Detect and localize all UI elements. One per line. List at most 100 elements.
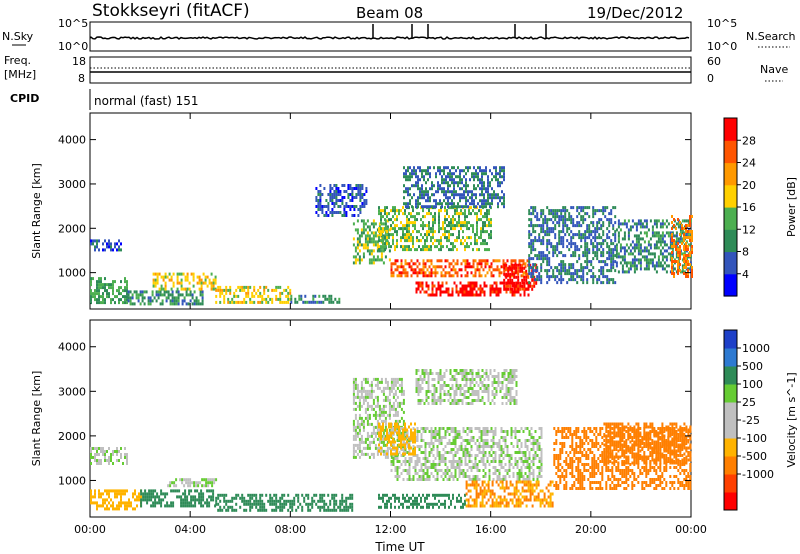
data-cell (96, 462, 98, 465)
data-cell (376, 449, 379, 453)
data-cell (578, 224, 581, 228)
data-cell (407, 166, 409, 170)
data-cell (437, 281, 440, 285)
data-cell (394, 449, 397, 453)
data-cell (351, 196, 354, 199)
data-cell (396, 380, 399, 384)
data-cell (679, 257, 681, 260)
data-cell (448, 221, 450, 225)
data-cell (625, 264, 628, 268)
data-cell (502, 451, 505, 454)
data-cell (243, 499, 246, 503)
data-cell (570, 245, 573, 249)
data-cell (474, 242, 476, 246)
data-cell (427, 166, 429, 170)
data-cell (438, 460, 441, 463)
data-cell (424, 427, 427, 430)
data-cell (625, 225, 628, 229)
data-cell (515, 281, 518, 285)
data-cell (96, 289, 98, 293)
data-cell (390, 268, 393, 272)
data-cell (217, 508, 220, 512)
data-cell (376, 425, 379, 429)
data-cell (376, 446, 379, 450)
data-cell (356, 243, 359, 247)
data-cell (661, 264, 664, 268)
data-cell (376, 437, 379, 441)
data-cell (396, 434, 399, 438)
data-cell (673, 260, 675, 263)
data-cell (631, 240, 634, 244)
data-cell (185, 293, 188, 297)
data-cell (321, 505, 324, 509)
data-cell (424, 460, 427, 463)
data-cell (315, 199, 318, 202)
data-cell (505, 281, 508, 285)
data-cell (358, 404, 361, 408)
data-cell (155, 299, 158, 303)
data-cell (615, 264, 618, 268)
data-cell (452, 457, 455, 460)
data-cell (677, 248, 679, 251)
data-cell (606, 236, 609, 240)
data-cell (501, 196, 503, 200)
data-cell (311, 505, 314, 509)
data-cell (649, 258, 652, 262)
data-cell (661, 255, 664, 259)
data-cell (500, 451, 503, 454)
data-cell (482, 457, 485, 460)
data-cell (321, 205, 324, 208)
data-cell (341, 202, 344, 205)
data-cell (441, 205, 443, 209)
data-cell (459, 196, 461, 200)
data-cell (631, 252, 634, 256)
data-cell (420, 268, 423, 272)
data-cell (315, 211, 318, 214)
data-cell (388, 428, 391, 432)
data-cell (685, 272, 687, 275)
data-cell (154, 504, 157, 508)
data-cell (356, 404, 359, 408)
data-cell (453, 193, 455, 197)
data-cell (444, 233, 446, 237)
data-cell (453, 178, 455, 182)
data-cell (546, 257, 549, 261)
data-cell (420, 469, 423, 472)
data-cell (580, 233, 583, 237)
data-cell (479, 205, 481, 209)
data-cell (422, 469, 425, 472)
data-cell (415, 175, 417, 179)
data-cell (263, 291, 266, 295)
data-cell (176, 287, 179, 291)
data-cell (471, 175, 473, 179)
data-cell (502, 478, 505, 481)
data-cell (550, 275, 553, 279)
data-cell (219, 294, 222, 298)
data-cell (421, 175, 423, 179)
data-cell (495, 169, 497, 173)
data-cell (536, 454, 539, 457)
data-cell (366, 419, 369, 423)
data-cell (490, 224, 492, 228)
data-cell (435, 199, 437, 203)
data-cell (438, 433, 441, 436)
data-cell (229, 499, 232, 503)
data-cell (384, 434, 387, 438)
data-cell (478, 451, 481, 454)
data-cell (465, 181, 467, 185)
data-cell (225, 502, 228, 506)
data-cell (610, 260, 613, 264)
data-cell (416, 248, 418, 252)
data-cell (633, 222, 636, 226)
data-cell (534, 206, 537, 210)
data-cell (124, 504, 126, 508)
data-cell (475, 175, 477, 179)
data-cell (166, 501, 169, 505)
data-cell (333, 502, 336, 506)
data-cell (239, 285, 242, 289)
data-cell (358, 437, 361, 441)
data-cell (456, 448, 459, 451)
data-cell (392, 407, 395, 411)
data-cell (92, 239, 94, 243)
data-cell (129, 290, 132, 294)
